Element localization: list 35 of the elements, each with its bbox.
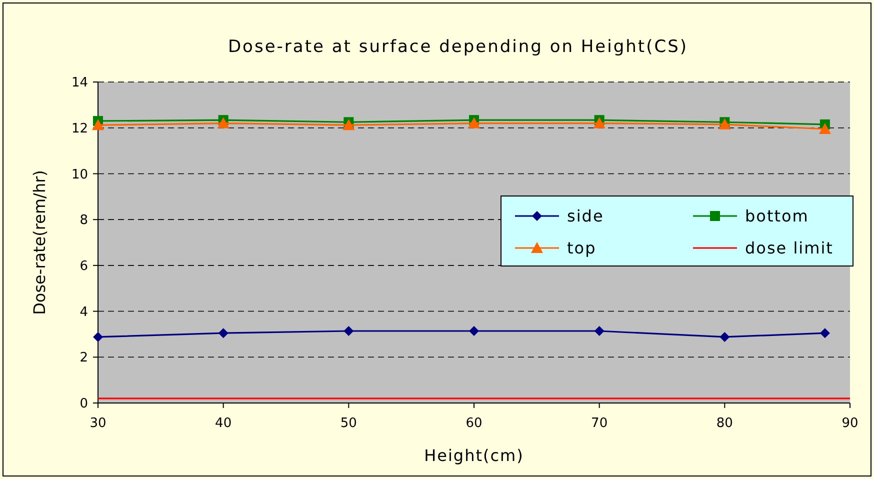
point [92, 119, 104, 130]
point [344, 326, 354, 336]
legend-label: bottom [745, 206, 809, 226]
legend-label: side [567, 206, 604, 226]
legend-label: top [567, 238, 596, 258]
y-tick-label: 4 [80, 304, 88, 320]
y-tick-label: 2 [80, 350, 88, 366]
point [818, 123, 831, 134]
point [93, 332, 103, 342]
point [820, 328, 830, 338]
y-tick-label: 14 [71, 76, 88, 91]
y-tick-label: 8 [80, 213, 88, 228]
x-tick-label: 60 [466, 416, 482, 431]
point [720, 332, 730, 342]
point [594, 326, 604, 336]
y-axis-title: Dose-rate(rem/hr) [30, 170, 49, 315]
x-tick-label: 70 [591, 416, 608, 431]
point [469, 326, 479, 336]
x-tick-label: 80 [716, 416, 733, 431]
point [342, 119, 355, 130]
point [218, 328, 228, 338]
y-tick-label: 0 [80, 396, 88, 412]
chart-title: Dose-rate at surface depending on Height(CS) [228, 37, 688, 57]
point [593, 117, 606, 128]
x-tick-label: 50 [340, 416, 357, 431]
legend-label: dose limit [745, 238, 834, 258]
point [468, 117, 480, 128]
x-tick-label: 30 [90, 416, 106, 431]
x-tick-label: 90 [842, 416, 858, 431]
y-tick-label: 6 [80, 258, 88, 274]
point [217, 117, 230, 128]
x-tick-label: 40 [215, 416, 232, 431]
x-axis-title: Height(cm) [424, 446, 524, 465]
y-tick-label: 10 [71, 167, 88, 182]
y-tick-label: 12 [71, 121, 88, 136]
